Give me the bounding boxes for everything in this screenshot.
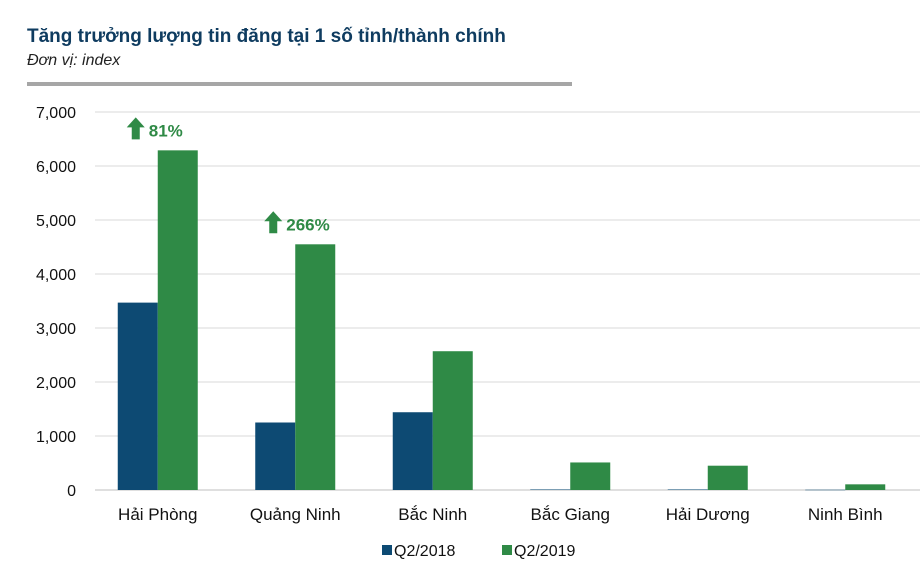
- legend-swatch: [502, 545, 512, 555]
- y-tick-label: 0: [67, 483, 76, 500]
- growth-annotation: 266%: [264, 211, 330, 234]
- y-tick-label: 7,000: [36, 105, 76, 122]
- title-divider: [27, 82, 572, 86]
- bar-q22019: [295, 244, 336, 490]
- bar-q22018: [667, 489, 708, 490]
- legend-swatch: [382, 545, 392, 555]
- bar-q22019: [157, 150, 198, 490]
- chart-subtitle: Đơn vị: index: [27, 52, 121, 69]
- up-arrow-icon: [264, 211, 283, 234]
- x-tick-label: Bắc Giang: [531, 505, 610, 524]
- legend-label: Q2/2018: [394, 543, 455, 560]
- y-tick-label: 6,000: [36, 159, 76, 176]
- bar-q22019: [707, 465, 748, 490]
- bar-q22018: [117, 302, 158, 490]
- y-tick-label: 4,000: [36, 267, 76, 284]
- y-tick-label: 3,000: [36, 321, 76, 338]
- y-tick-label: 5,000: [36, 213, 76, 230]
- x-tick-label: Quảng Ninh: [250, 505, 341, 524]
- y-tick-label: 1,000: [36, 429, 76, 446]
- x-tick-label: Hải Phòng: [118, 505, 197, 524]
- bar-q22018: [805, 489, 846, 491]
- growth-label: 266%: [286, 215, 329, 234]
- x-tick-label: Hải Dương: [666, 505, 750, 524]
- y-tick-label: 2,000: [36, 375, 76, 392]
- growth-label: 81%: [149, 121, 183, 140]
- x-tick-label: Ninh Bình: [808, 505, 883, 524]
- up-arrow-icon: [126, 117, 145, 140]
- bar-q22018: [530, 489, 571, 490]
- bar-q22018: [255, 422, 296, 490]
- bar-q22019: [845, 484, 886, 490]
- bar-q22019: [432, 351, 473, 490]
- growth-annotation: 81%: [126, 117, 183, 140]
- legend-label: Q2/2019: [514, 543, 575, 560]
- x-tick-label: Bắc Ninh: [398, 505, 467, 524]
- bar-q22018: [392, 412, 433, 490]
- chart-title: Tăng trưởng lượng tin đăng tại 1 số tỉnh…: [27, 26, 506, 47]
- bar-q22019: [570, 462, 611, 490]
